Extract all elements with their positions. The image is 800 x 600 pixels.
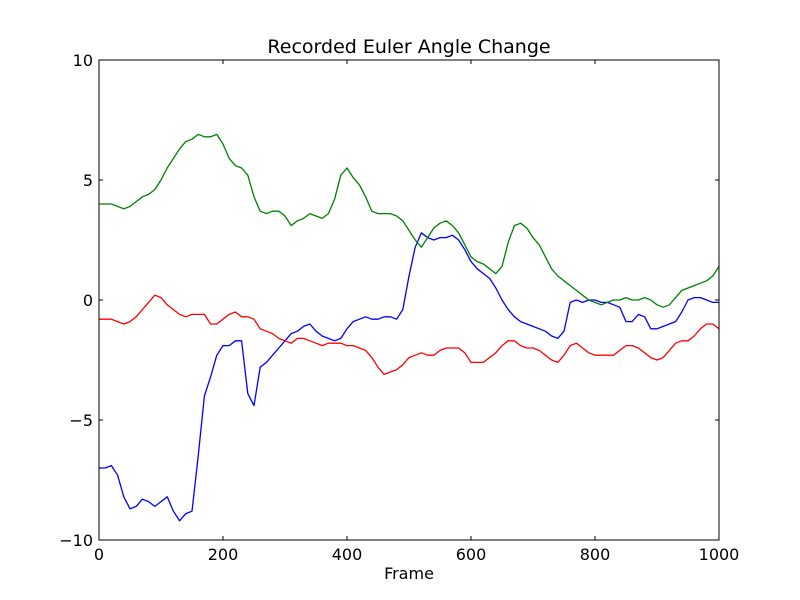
- plot-frame: [98, 59, 720, 541]
- y-tick-label: 5: [83, 171, 93, 190]
- series-layer: [99, 133, 720, 522]
- y-tick-label: −5: [69, 411, 93, 430]
- x-tick-label: 400: [332, 545, 363, 564]
- y-tick-label: −10: [59, 531, 93, 550]
- x-tick-label: 1000: [699, 545, 740, 564]
- series-line-2: [99, 294, 720, 376]
- series-line-0: [99, 232, 719, 522]
- series-line-1: [99, 133, 720, 308]
- x-tick-label: 0: [94, 545, 104, 564]
- x-axis-label: Frame: [384, 564, 434, 583]
- x-tick-label: 800: [580, 545, 611, 564]
- y-tick-label: 0: [83, 291, 93, 310]
- x-tick-label: 200: [208, 545, 239, 564]
- y-tick-label: 10: [73, 51, 93, 70]
- ticks-layer: 0 200 400 600 800 1000 −10 −5 0 5 10: [59, 51, 739, 564]
- chart-title: Recorded Euler Angle Change: [267, 36, 550, 58]
- x-tick-label: 600: [456, 545, 487, 564]
